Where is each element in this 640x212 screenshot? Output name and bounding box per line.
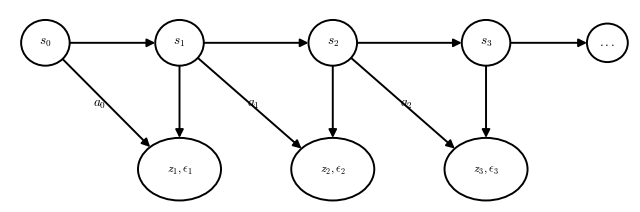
Ellipse shape [445, 138, 527, 201]
Ellipse shape [156, 20, 204, 66]
Text: $s_2$: $s_2$ [326, 36, 339, 49]
Text: $s_0$: $s_0$ [39, 36, 52, 49]
Ellipse shape [587, 24, 628, 62]
Text: $z_1, \epsilon_1$: $z_1, \epsilon_1$ [166, 163, 193, 176]
Text: $z_2, \epsilon_2$: $z_2, \epsilon_2$ [320, 163, 346, 176]
Ellipse shape [138, 138, 221, 201]
Text: $s_3$: $s_3$ [480, 36, 492, 49]
Ellipse shape [291, 138, 374, 201]
Text: $...$: $...$ [599, 36, 616, 49]
Text: $a_2$: $a_2$ [400, 98, 413, 111]
Text: $s_1$: $s_1$ [173, 36, 186, 49]
Text: $a_1$: $a_1$ [246, 98, 259, 111]
Text: $z_3, \epsilon_3$: $z_3, \epsilon_3$ [473, 163, 499, 176]
Ellipse shape [308, 20, 357, 66]
Text: $a_0$: $a_0$ [93, 98, 106, 111]
Ellipse shape [462, 20, 510, 66]
Ellipse shape [21, 20, 70, 66]
